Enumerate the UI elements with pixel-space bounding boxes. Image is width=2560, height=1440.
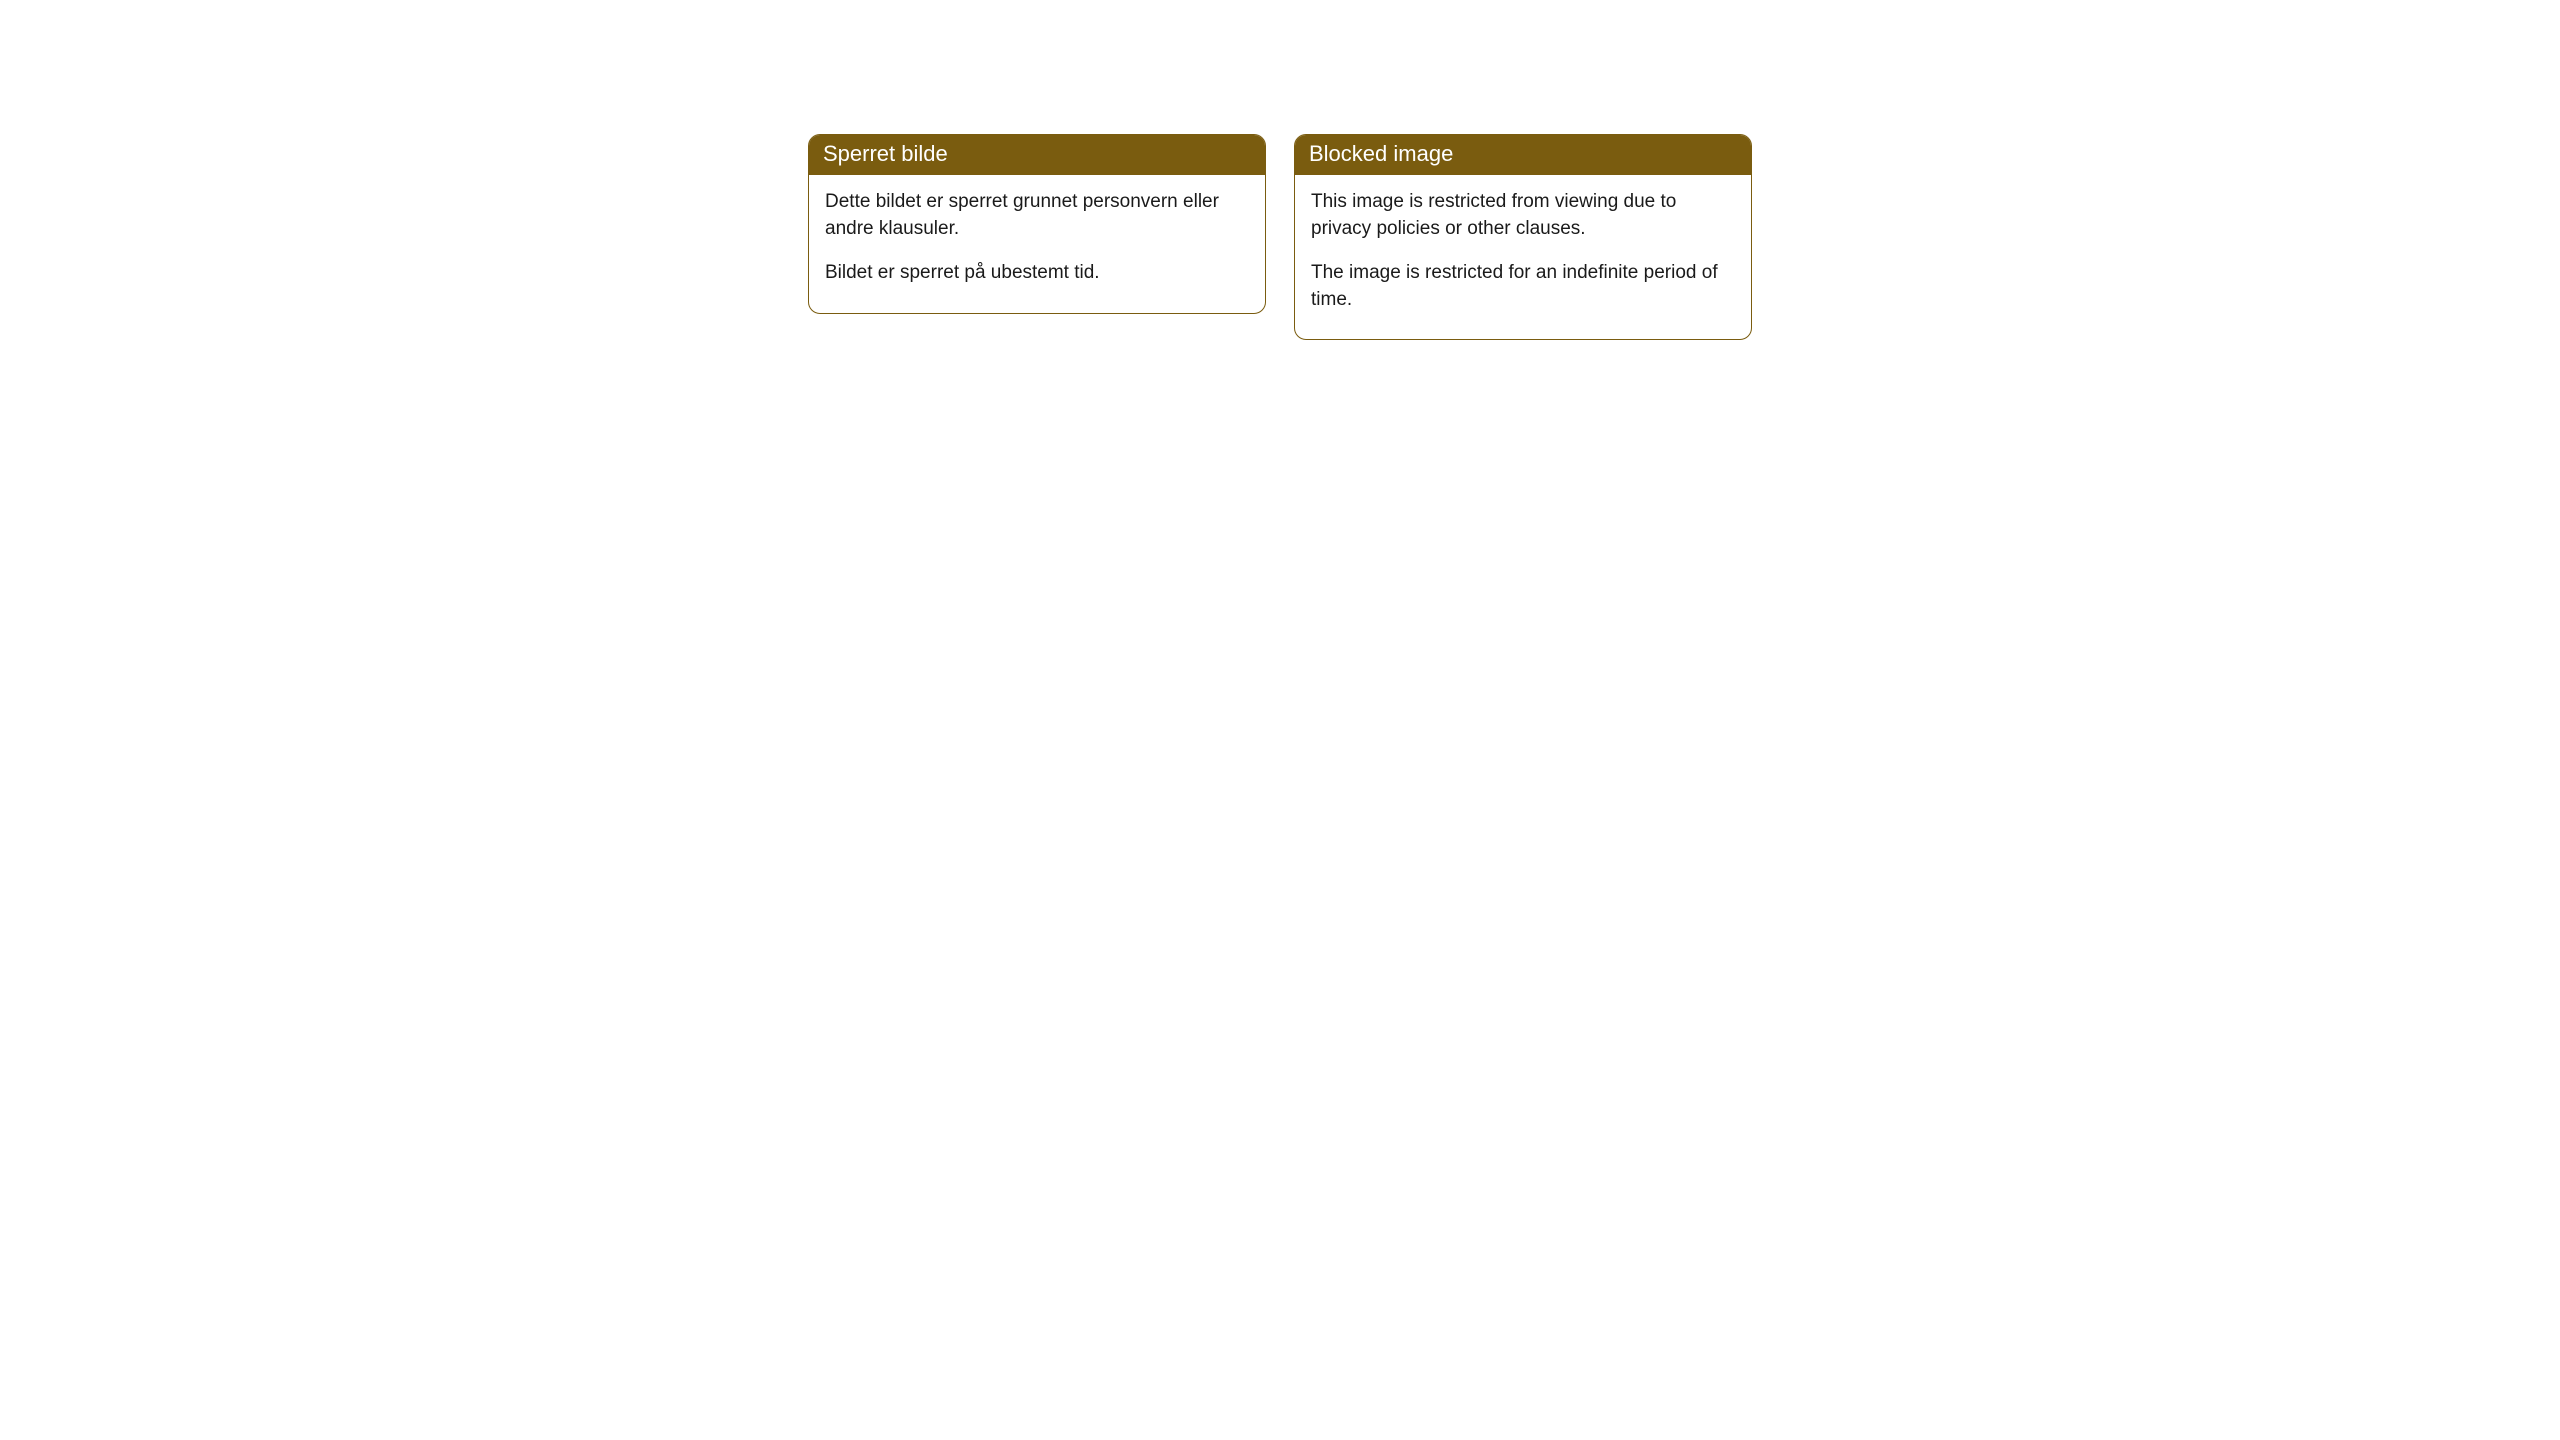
card-text-no-2: Bildet er sperret på ubestemt tid. — [825, 260, 1249, 287]
card-text-en-2: The image is restricted for an indefinit… — [1311, 260, 1735, 313]
blocked-card-norwegian: Sperret bilde Dette bildet er sperret gr… — [808, 134, 1266, 314]
card-text-en-1: This image is restricted from viewing du… — [1311, 189, 1735, 242]
card-body-en: This image is restricted from viewing du… — [1295, 175, 1751, 339]
card-header-en: Blocked image — [1295, 135, 1751, 175]
blocked-card-english: Blocked image This image is restricted f… — [1294, 134, 1752, 340]
card-text-no-1: Dette bildet er sperret grunnet personve… — [825, 189, 1249, 242]
card-header-no: Sperret bilde — [809, 135, 1265, 175]
card-body-no: Dette bildet er sperret grunnet personve… — [809, 175, 1265, 313]
card-title-en: Blocked image — [1309, 141, 1453, 166]
card-title-no: Sperret bilde — [823, 141, 948, 166]
